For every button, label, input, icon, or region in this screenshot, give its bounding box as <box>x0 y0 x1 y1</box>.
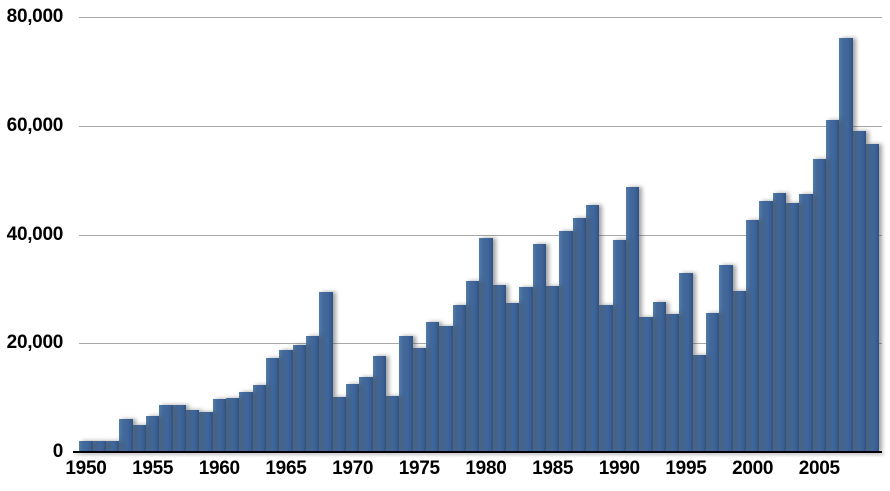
x-tick-label-2000: 2000 <box>732 458 774 479</box>
bar-1981 <box>492 285 507 452</box>
bar-1961 <box>225 398 240 452</box>
bar-1964 <box>265 357 280 452</box>
x-tick-label-1955: 1955 <box>132 458 174 479</box>
bar-1999 <box>732 291 747 452</box>
bar-1956 <box>159 404 173 452</box>
bar-1951 <box>92 441 107 452</box>
bar-1983 <box>519 286 533 452</box>
bar-1993 <box>652 302 667 452</box>
bar-1970 <box>345 383 360 452</box>
bars-area <box>79 17 880 452</box>
x-tick-label-1965: 1965 <box>265 458 307 479</box>
bar-1988 <box>585 205 600 452</box>
bar-2003 <box>785 202 800 452</box>
bar-2006 <box>825 119 840 452</box>
bar-1979 <box>465 281 480 452</box>
bar-1965 <box>279 349 293 452</box>
bar-2004 <box>799 194 813 452</box>
bar-1977 <box>439 325 453 452</box>
bar-1950 <box>79 440 93 452</box>
bar-1980 <box>479 237 493 452</box>
bar-1972 <box>372 355 387 452</box>
bar-1960 <box>212 399 227 452</box>
y-tick-label-20000: 20,000 <box>6 332 64 354</box>
bar-1995 <box>679 272 693 452</box>
gridline-60000 <box>79 125 882 127</box>
x-tick-label-1960: 1960 <box>198 458 240 479</box>
bar-1952 <box>105 441 120 452</box>
y-tick-label-80000: 80,000 <box>6 6 64 27</box>
bar-1987 <box>572 217 587 452</box>
y-tick-label-60000: 60,000 <box>6 114 64 136</box>
bar-1992 <box>639 316 653 452</box>
x-tick-label-1970: 1970 <box>332 458 374 479</box>
bar-1985 <box>545 285 560 452</box>
y-tick-label-40000: 40,000 <box>6 223 64 245</box>
bar-2009 <box>865 144 880 452</box>
bar-1957 <box>172 405 187 452</box>
bar-2001 <box>759 200 773 452</box>
gridline-40000 <box>79 234 882 236</box>
bar-1991 <box>625 186 640 452</box>
bar-1990 <box>612 240 627 452</box>
bar-1975 <box>412 348 427 452</box>
bar-2005 <box>812 159 827 452</box>
bar-1976 <box>425 321 440 452</box>
bar-1963 <box>252 385 267 452</box>
bar-1966 <box>292 344 307 452</box>
bar-1986 <box>559 230 573 452</box>
bar-1971 <box>359 376 373 452</box>
bar-1959 <box>199 411 213 452</box>
bar-1974 <box>399 336 413 452</box>
bar-1958 <box>185 409 200 452</box>
bar-1955 <box>145 415 160 452</box>
y-tick-label-0: 0 <box>52 441 64 462</box>
x-tick-label-1990: 1990 <box>598 458 640 479</box>
x-tick-label-2005: 2005 <box>798 458 840 479</box>
bar-1969 <box>332 397 347 452</box>
bar-1989 <box>599 304 613 452</box>
bar-1978 <box>452 305 467 452</box>
bar-2002 <box>772 193 787 452</box>
plot-area <box>73 17 882 453</box>
gridline-80000 <box>79 17 882 18</box>
x-tick-label-1980: 1980 <box>465 458 507 479</box>
bar-1982 <box>505 303 520 452</box>
bar-1968 <box>319 292 333 452</box>
bar-1994 <box>665 314 680 452</box>
bar-1962 <box>239 391 253 452</box>
x-tick-label-1950: 1950 <box>65 458 107 479</box>
bar-1997 <box>705 313 720 452</box>
bar-1953 <box>119 419 133 452</box>
x-tick-label-1975: 1975 <box>398 458 440 479</box>
x-tick-label-1985: 1985 <box>532 458 574 479</box>
bar-2008 <box>852 131 867 452</box>
bar-1967 <box>305 336 320 452</box>
bar-1998 <box>719 264 733 452</box>
bar-1954 <box>132 424 147 452</box>
bar-2000 <box>745 219 760 452</box>
bar-1984 <box>532 243 547 452</box>
x-tick-label-1995: 1995 <box>665 458 707 479</box>
bar-1996 <box>692 354 707 452</box>
bar-2007 <box>839 37 853 452</box>
bar-1973 <box>385 396 400 452</box>
x-axis-line <box>73 451 882 453</box>
